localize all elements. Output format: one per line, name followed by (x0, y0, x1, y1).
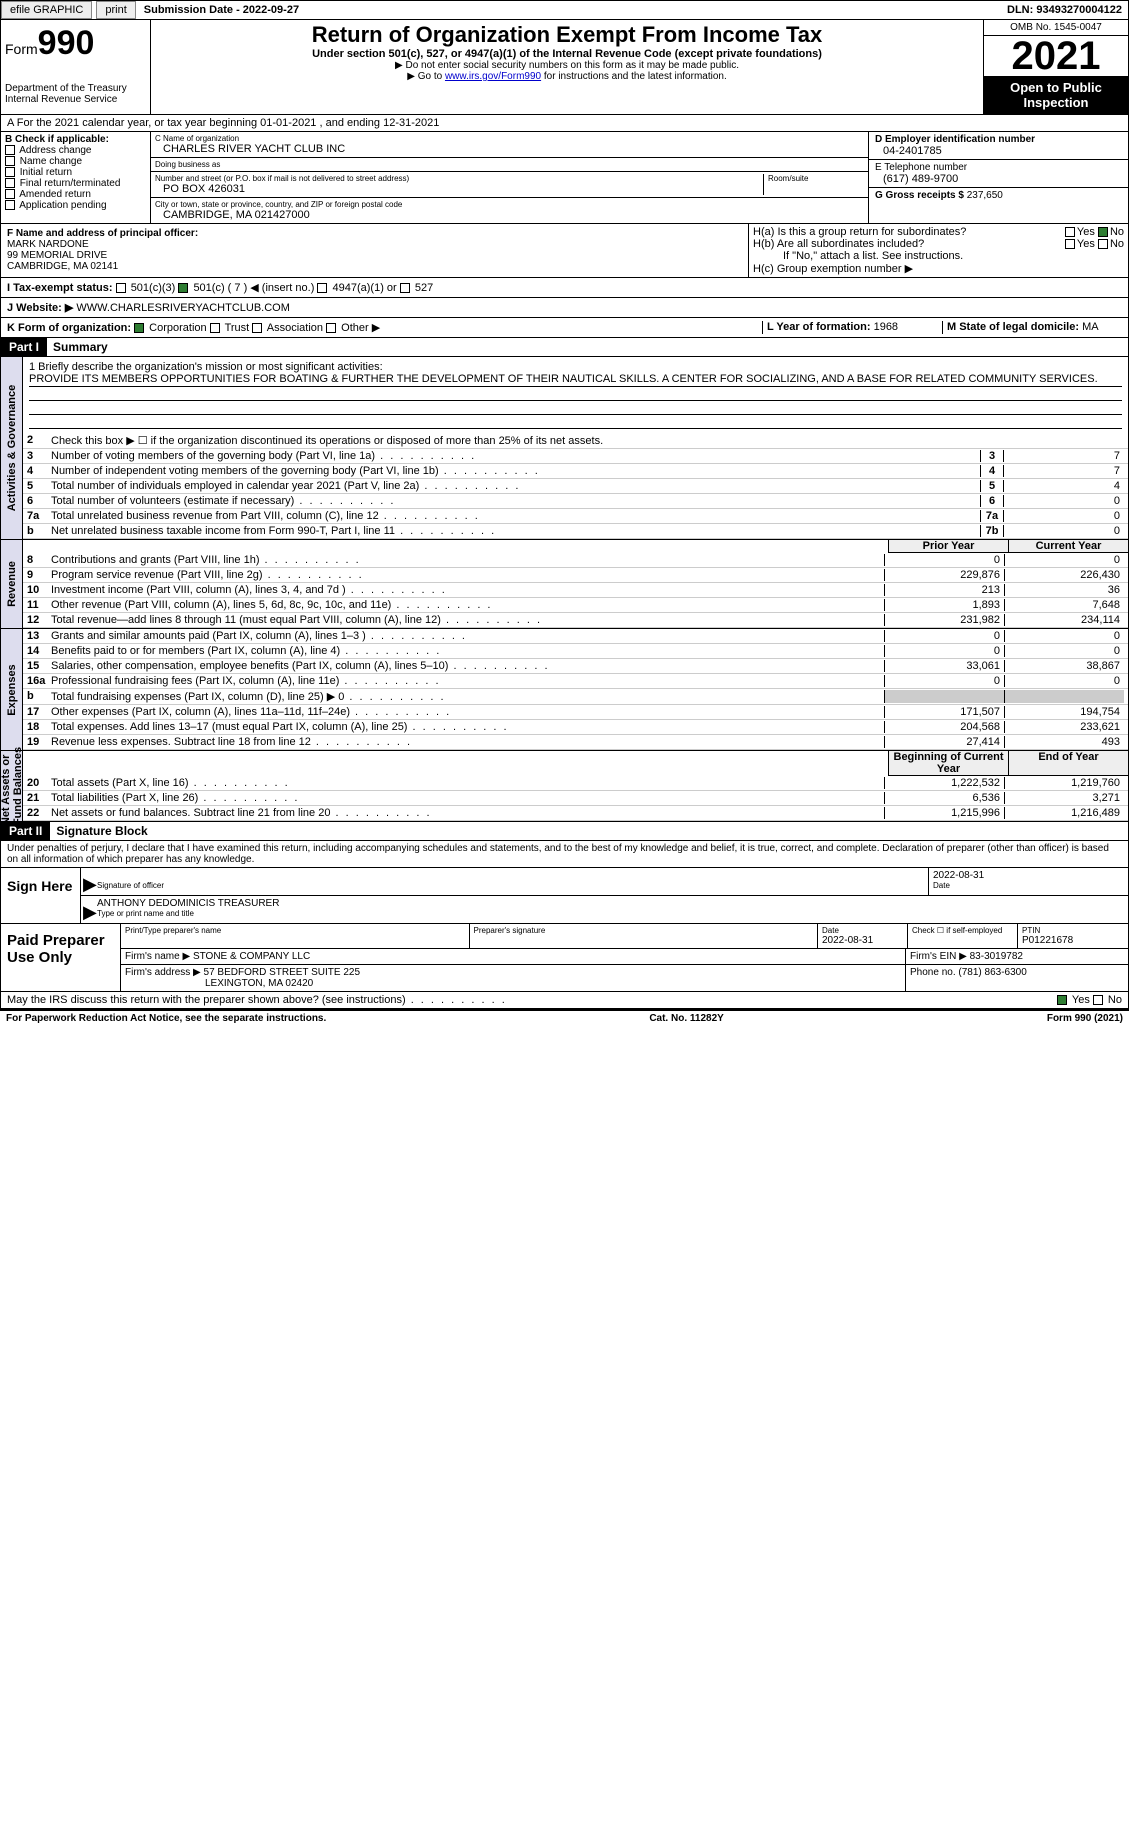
print-button[interactable]: print (96, 1, 135, 19)
checkbox-item[interactable]: Initial return (5, 167, 146, 178)
summary-line: bTotal fundraising expenses (Part IX, co… (23, 689, 1128, 705)
form-number: Form990 (5, 24, 146, 63)
summary-line: 10Investment income (Part VIII, column (… (23, 583, 1128, 598)
summary-line: 8Contributions and grants (Part VIII, li… (23, 553, 1128, 568)
summary-line: 3Number of voting members of the governi… (23, 449, 1128, 464)
summary-line: 17Other expenses (Part IX, column (A), l… (23, 705, 1128, 720)
summary-line: 20Total assets (Part X, line 16)1,222,53… (23, 776, 1128, 791)
summary-line: 21Total liabilities (Part X, line 26)6,5… (23, 791, 1128, 806)
col-c-org: C Name of organization CHARLES RIVER YAC… (151, 132, 868, 223)
summary-line: bNet unrelated business taxable income f… (23, 524, 1128, 539)
summary-line: 4Number of independent voting members of… (23, 464, 1128, 479)
preparer-block: Paid Preparer Use Only Print/Type prepar… (0, 924, 1129, 992)
city-state-zip: CAMBRIDGE, MA 021427000 (155, 209, 864, 221)
topbar: efile GRAPHIC print Submission Date - 20… (0, 0, 1129, 20)
org-name: CHARLES RIVER YACHT CLUB INC (155, 143, 864, 155)
efile-label: efile GRAPHIC (1, 1, 92, 19)
note-link: ▶ Go to www.irs.gov/Form990 for instruct… (157, 71, 977, 82)
note-ssn: ▶ Do not enter social security numbers o… (157, 60, 977, 71)
gross-receipts: 237,650 (967, 190, 1003, 201)
open-to-public: Open to Public Inspection (984, 76, 1128, 114)
officer-name: MARK NARDONE (7, 239, 742, 250)
part1-header: Part ISummary (0, 338, 1129, 357)
penalty-text: Under penalties of perjury, I declare th… (0, 841, 1129, 868)
summary-line: 18Total expenses. Add lines 13–17 (must … (23, 720, 1128, 735)
website-url: WWW.CHARLESRIVERYACHTCLUB.COM (76, 302, 290, 314)
summary-line: 13Grants and similar amounts paid (Part … (23, 629, 1128, 644)
subdate-label: Submission Date - 2022-09-27 (144, 4, 299, 16)
ein: 04-2401785 (875, 145, 1122, 157)
col-b-checkboxes: B Check if applicable: Address change Na… (1, 132, 151, 223)
form-title: Return of Organization Exempt From Incom… (157, 22, 977, 48)
officer-sign-name: ANTHONY DEDOMINICIS TREASURER (97, 898, 1124, 909)
checkbox-item[interactable]: Application pending (5, 200, 146, 211)
summary-line: 19Revenue less expenses. Subtract line 1… (23, 735, 1128, 750)
row-i-status: I Tax-exempt status: 501(c)(3) 501(c) ( … (0, 278, 1129, 298)
section-fh: F Name and address of principal officer:… (0, 224, 1129, 278)
officer-addr2: CAMBRIDGE, MA 02141 (7, 261, 742, 272)
checkbox-item[interactable]: Name change (5, 156, 146, 167)
expenses-section: Expenses 13Grants and similar amounts pa… (0, 629, 1129, 751)
officer-addr1: 99 MEMORIAL DRIVE (7, 250, 742, 261)
form-header: Form990 Department of the Treasury Inter… (0, 20, 1129, 115)
firm-name: STONE & COMPANY LLC (193, 951, 310, 962)
revenue-section: Revenue Prior YearCurrent Year 8Contribu… (0, 540, 1129, 629)
form-subtitle: Under section 501(c), 527, or 4947(a)(1)… (157, 48, 977, 60)
part2-header: Part IISignature Block (0, 822, 1129, 841)
summary-line: 12Total revenue—add lines 8 through 11 (… (23, 613, 1128, 628)
dln: DLN: 93493270004122 (1007, 4, 1128, 16)
phone: (617) 489-9700 (875, 173, 1122, 185)
summary-line: 9Program service revenue (Part VIII, lin… (23, 568, 1128, 583)
checkbox-item[interactable]: Address change (5, 145, 146, 156)
summary-line: 14Benefits paid to or for members (Part … (23, 644, 1128, 659)
mission-text: PROVIDE ITS MEMBERS OPPORTUNITIES FOR BO… (29, 373, 1122, 387)
row-j-website: J Website: ▶ WWW.CHARLESRIVERYACHTCLUB.C… (0, 298, 1129, 318)
sign-block: Sign Here ▶ Signature of officer 2022-08… (0, 868, 1129, 924)
activities-governance: Activities & Governance 1 Briefly descri… (0, 357, 1129, 540)
discuss-row: May the IRS discuss this return with the… (0, 992, 1129, 1009)
dept-label: Department of the Treasury Internal Reve… (5, 83, 146, 105)
page-footer: For Paperwork Reduction Act Notice, see … (0, 1009, 1129, 1026)
checkbox-item[interactable]: Amended return (5, 189, 146, 200)
summary-line: 11Other revenue (Part VIII, column (A), … (23, 598, 1128, 613)
row-a-period: A For the 2021 calendar year, or tax yea… (0, 115, 1129, 132)
section-bcd: B Check if applicable: Address change Na… (0, 132, 1129, 224)
irs-link[interactable]: www.irs.gov/Form990 (445, 71, 541, 82)
tax-year: 2021 (984, 36, 1128, 76)
summary-line: 22Net assets or fund balances. Subtract … (23, 806, 1128, 821)
summary-line: 16aProfessional fundraising fees (Part I… (23, 674, 1128, 689)
summary-line: 15Salaries, other compensation, employee… (23, 659, 1128, 674)
street-address: PO BOX 426031 (155, 183, 763, 195)
summary-line: 6Total number of volunteers (estimate if… (23, 494, 1128, 509)
netassets-section: Net Assets orFund Balances Beginning of … (0, 751, 1129, 822)
row-k-form-org: K Form of organization: Corporation Trus… (0, 318, 1129, 338)
firm-addr: 57 BEDFORD STREET SUITE 225 (204, 967, 361, 978)
summary-line: 5Total number of individuals employed in… (23, 479, 1128, 494)
col-d-ein: D Employer identification number 04-2401… (868, 132, 1128, 223)
summary-line: 7aTotal unrelated business revenue from … (23, 509, 1128, 524)
checkbox-item[interactable]: Final return/terminated (5, 178, 146, 189)
